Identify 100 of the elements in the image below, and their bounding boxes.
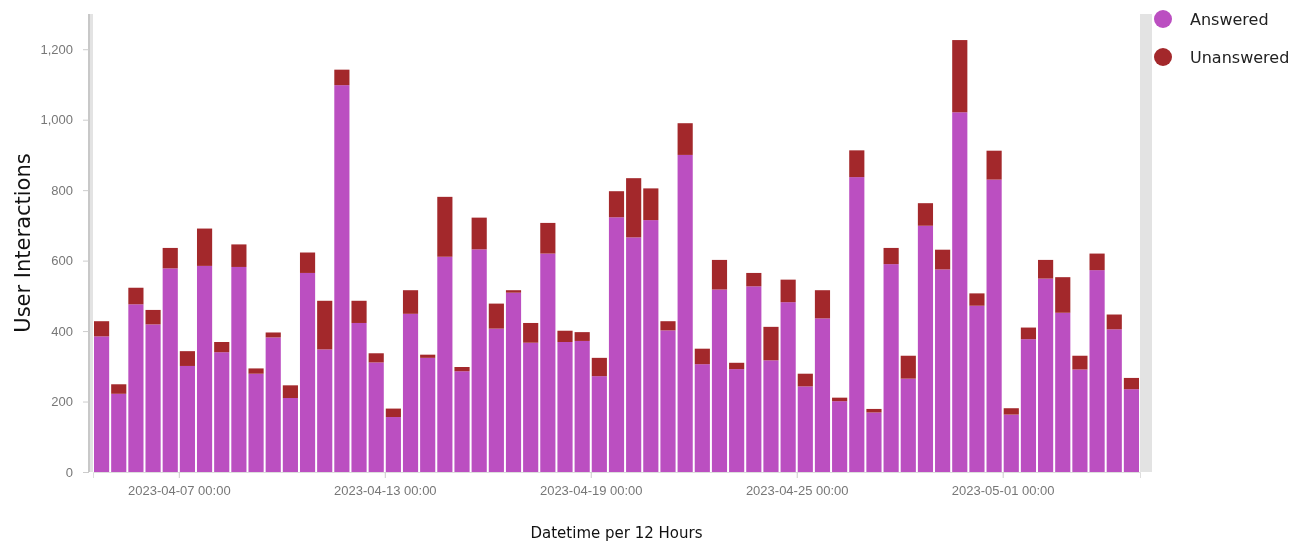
bar xyxy=(317,300,333,350)
bar xyxy=(402,290,419,314)
y-tick-label: 0 xyxy=(65,464,73,480)
bar xyxy=(677,154,693,472)
bar xyxy=(1020,339,1037,472)
bar xyxy=(763,326,779,361)
bar xyxy=(385,408,401,418)
bar xyxy=(660,330,676,472)
bar xyxy=(746,272,762,287)
bar xyxy=(1038,259,1054,279)
bar xyxy=(797,386,813,472)
bar xyxy=(368,353,384,363)
bar xyxy=(437,256,453,472)
bar xyxy=(574,340,590,472)
bar xyxy=(111,393,127,472)
bar xyxy=(917,225,934,472)
legend-label: Answered xyxy=(1190,10,1269,29)
bar xyxy=(265,337,281,472)
bar xyxy=(626,237,642,472)
bar xyxy=(540,222,556,254)
bar xyxy=(814,290,831,319)
bar xyxy=(1072,369,1088,472)
bar xyxy=(145,309,161,325)
bar xyxy=(591,376,607,472)
bar xyxy=(935,269,951,472)
bar xyxy=(866,408,882,413)
bar xyxy=(1038,278,1054,472)
bar xyxy=(626,178,642,238)
y-tick-label: 800 xyxy=(51,182,73,198)
bar xyxy=(832,401,848,472)
bar xyxy=(540,253,556,472)
bar xyxy=(351,322,367,472)
x-tick-label: 2023-04-07 00:00 xyxy=(127,483,231,499)
bar xyxy=(780,279,796,303)
bar xyxy=(797,373,813,387)
bar xyxy=(402,313,419,472)
bar xyxy=(111,384,127,394)
bar xyxy=(694,364,710,472)
bar xyxy=(1123,389,1139,472)
bar xyxy=(94,336,110,472)
bar xyxy=(471,249,487,472)
bar xyxy=(557,330,573,342)
bar xyxy=(1123,377,1139,390)
legend-label: Unanswered xyxy=(1190,48,1290,67)
bar xyxy=(814,318,831,472)
bar xyxy=(729,362,745,370)
bar xyxy=(505,292,522,472)
bar xyxy=(952,112,968,472)
bar xyxy=(1055,312,1071,472)
bar xyxy=(917,203,934,226)
bar xyxy=(351,300,367,323)
bar xyxy=(729,369,745,472)
bar xyxy=(368,362,384,472)
bar xyxy=(883,264,899,472)
bar xyxy=(248,373,264,472)
bar xyxy=(557,342,573,472)
bar xyxy=(488,328,504,472)
bar xyxy=(488,303,504,329)
bar xyxy=(608,191,625,218)
bar xyxy=(883,247,899,265)
y-tick-label: 1,000 xyxy=(40,112,73,128)
bar xyxy=(299,272,316,472)
bar xyxy=(660,321,676,331)
bar xyxy=(196,228,213,266)
bar xyxy=(231,244,247,267)
bar xyxy=(711,289,728,472)
bar xyxy=(162,247,178,269)
bar xyxy=(952,40,968,113)
bar xyxy=(1003,408,1019,415)
bar xyxy=(94,321,110,337)
bar xyxy=(334,85,350,472)
bar xyxy=(248,368,264,374)
bar xyxy=(282,385,298,399)
x-tick-label: 2023-04-13 00:00 xyxy=(333,483,437,499)
bar xyxy=(591,357,607,377)
bar xyxy=(214,342,230,353)
bar xyxy=(179,365,195,472)
bar xyxy=(1020,327,1037,340)
bar xyxy=(523,342,539,472)
bar xyxy=(711,259,728,290)
y-tick-label: 600 xyxy=(51,253,73,269)
bar xyxy=(1089,270,1105,472)
bar xyxy=(643,188,659,221)
bar xyxy=(1072,355,1088,370)
bar xyxy=(282,398,298,472)
bar xyxy=(608,217,625,472)
bar xyxy=(746,286,762,472)
bar xyxy=(471,217,487,250)
y-tick-label: 200 xyxy=(51,394,73,410)
x-tick-label: 2023-05-01 00:00 xyxy=(951,483,1055,499)
y-tick-label: 1,200 xyxy=(40,41,73,57)
bar xyxy=(849,177,865,472)
bar xyxy=(1055,277,1071,313)
bar xyxy=(849,150,865,178)
bar xyxy=(1089,253,1105,271)
x-tick-label: 2023-04-25 00:00 xyxy=(745,483,849,499)
bar xyxy=(334,69,350,86)
bar xyxy=(179,351,195,366)
bar xyxy=(317,349,333,472)
bar xyxy=(420,357,436,472)
